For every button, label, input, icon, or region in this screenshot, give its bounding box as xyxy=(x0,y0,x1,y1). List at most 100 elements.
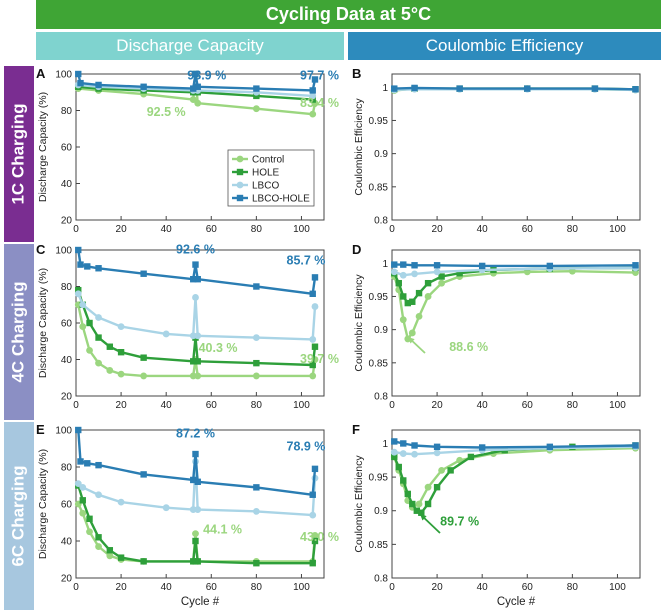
data-point xyxy=(438,273,445,280)
data-point xyxy=(399,271,407,279)
annotation-label: 85.7 % xyxy=(287,254,326,268)
data-point xyxy=(438,279,445,287)
data-point xyxy=(309,96,316,103)
annotation-label: 89.7 % xyxy=(440,515,479,529)
data-point xyxy=(433,483,441,491)
data-point xyxy=(79,509,87,517)
data-point xyxy=(77,79,84,87)
legend-marker xyxy=(236,194,244,202)
annotation-label: 39.7 % xyxy=(300,352,339,366)
data-point xyxy=(106,552,114,560)
data-point xyxy=(192,294,199,301)
x-tick-label: 20 xyxy=(432,582,444,593)
data-point xyxy=(415,500,423,508)
data-point xyxy=(95,491,102,499)
x-tick-label: 80 xyxy=(251,582,263,593)
x-tick-label: 40 xyxy=(477,582,489,593)
annotation-label: 98.9 % xyxy=(187,68,226,82)
series-line xyxy=(394,263,636,268)
series-lbco-hole xyxy=(391,438,639,451)
y-tick-label: 0.8 xyxy=(374,392,388,403)
data-point xyxy=(411,450,418,458)
data-point xyxy=(415,312,423,320)
annotation-label: 88.6 % xyxy=(449,340,488,354)
y-tick-label: 0.95 xyxy=(369,116,389,127)
x-tick-label: 60 xyxy=(522,582,534,593)
data-point xyxy=(194,332,202,340)
y-tick-label: 1 xyxy=(382,439,388,450)
series-lbco-hole xyxy=(75,70,319,94)
legend-marker xyxy=(236,155,244,163)
series-line xyxy=(77,72,317,92)
series-control xyxy=(390,267,639,343)
x-tick-label: 60 xyxy=(206,400,218,411)
panel-b: B 0.8 0.85 0.9 0.95 1 0 20 40 60 80 100 Coulombic Ef… xyxy=(352,66,641,235)
data-point xyxy=(409,298,416,305)
data-point xyxy=(309,560,316,567)
data-point xyxy=(140,354,147,361)
data-point xyxy=(79,301,87,309)
data-point xyxy=(309,511,317,519)
data-point xyxy=(140,471,147,478)
data-point xyxy=(413,507,420,514)
y-tick-label: 0.9 xyxy=(374,506,388,517)
data-point xyxy=(467,453,475,461)
y-tick-label: 20 xyxy=(61,574,73,585)
data-point xyxy=(74,290,82,298)
data-point xyxy=(632,262,639,269)
data-point xyxy=(77,458,84,465)
panel-f: F 0.8 0.85 0.9 0.95 1 0 20 40 60 80 100 Coulombic Ef… xyxy=(352,422,641,608)
data-point xyxy=(189,96,197,103)
x-tick-label: 20 xyxy=(432,224,444,235)
data-point xyxy=(409,500,416,508)
y-axis-label: Discharge Capacity (%) xyxy=(37,268,49,378)
data-point xyxy=(632,86,639,93)
annotation-label: 87.2 % xyxy=(176,426,215,440)
y-tick-label: 40 xyxy=(61,355,73,366)
data-point xyxy=(311,343,319,350)
data-point xyxy=(75,70,82,78)
data-point xyxy=(456,270,463,277)
data-point xyxy=(391,453,398,461)
series-lbco-hole xyxy=(391,84,639,93)
data-point xyxy=(140,83,147,90)
legend-item-hole: HOLE xyxy=(232,168,280,179)
data-point xyxy=(192,261,199,268)
data-point xyxy=(311,532,319,539)
data-point xyxy=(192,530,199,537)
y-tick-label: 100 xyxy=(55,246,72,257)
annotation-label: 92.5 % xyxy=(147,105,186,119)
annotation-label: 97.7 % xyxy=(300,68,339,82)
data-point xyxy=(190,476,197,484)
y-axis-label: Discharge Capacity (%) xyxy=(37,449,49,559)
data-point xyxy=(395,279,402,287)
data-point xyxy=(311,537,319,545)
data-point xyxy=(194,83,201,90)
data-point xyxy=(194,558,201,565)
panel-letter: C xyxy=(36,242,46,257)
data-point xyxy=(438,466,445,474)
data-point xyxy=(194,506,202,513)
x-axis-label: Cycle # xyxy=(181,596,220,608)
data-point xyxy=(117,349,125,356)
data-point xyxy=(253,85,260,92)
data-point xyxy=(192,70,199,78)
data-point xyxy=(309,372,317,380)
data-point xyxy=(311,303,319,310)
y-tick-label: 60 xyxy=(61,143,73,154)
data-point xyxy=(309,336,317,343)
x-tick-label: 20 xyxy=(116,224,128,235)
x-tick-label: 80 xyxy=(251,224,263,235)
x-tick-label: 80 xyxy=(251,400,263,411)
x-tick-label: 0 xyxy=(73,224,79,235)
data-point xyxy=(408,329,416,337)
data-point xyxy=(404,490,411,498)
figure-title-banner: Cycling Data at 5°C xyxy=(36,0,661,29)
series-hole xyxy=(391,442,639,516)
legend-item-lbco: LBCO xyxy=(232,181,279,192)
data-point xyxy=(106,367,114,374)
y-tick-label: 1 xyxy=(382,259,388,270)
data-point xyxy=(192,537,199,545)
data-point xyxy=(411,270,418,278)
